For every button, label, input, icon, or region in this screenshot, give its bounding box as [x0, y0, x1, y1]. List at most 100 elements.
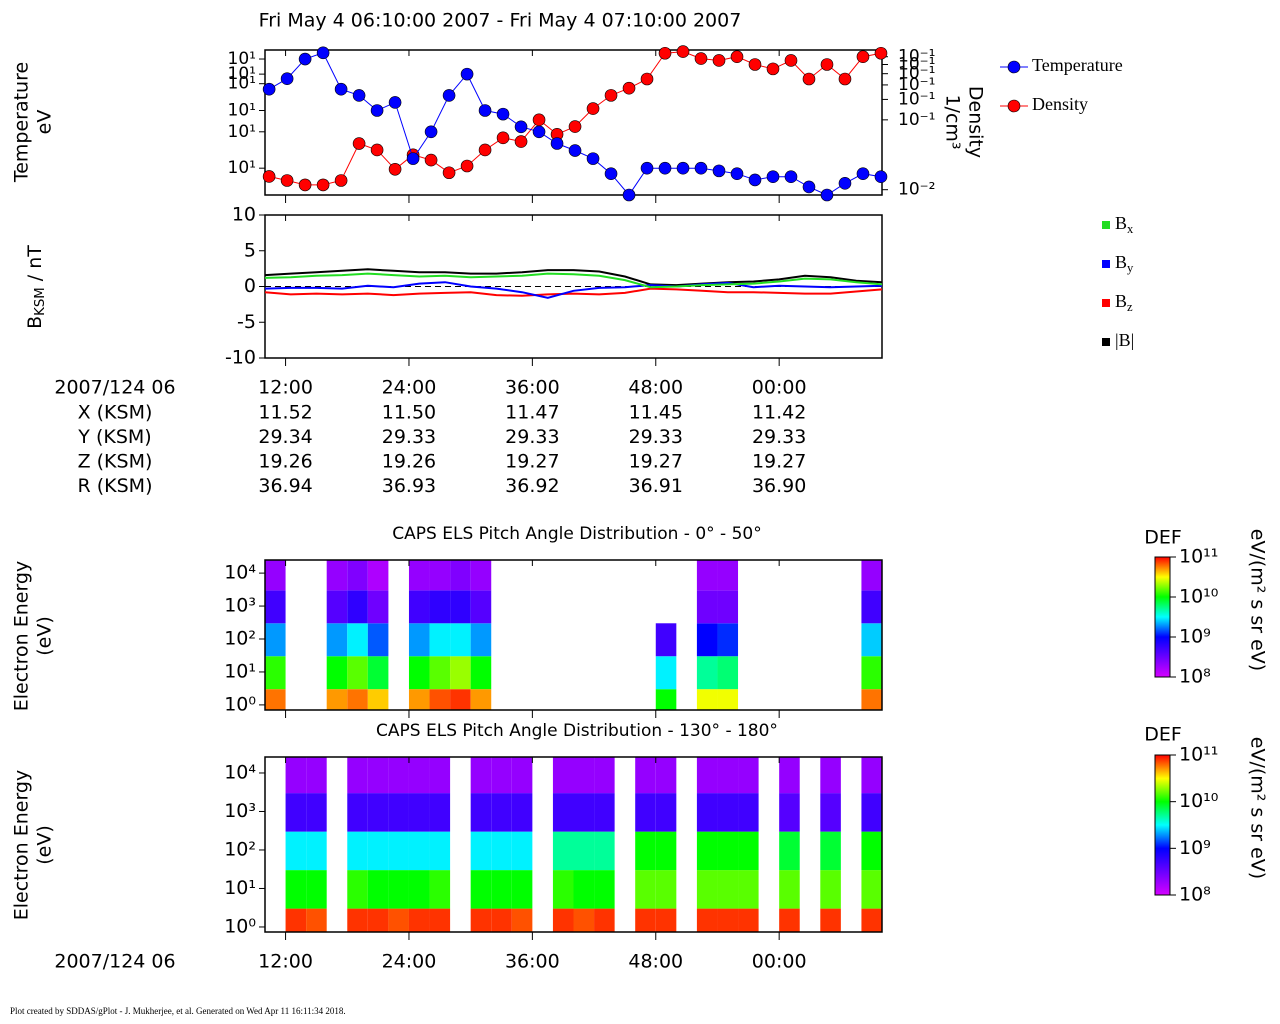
y-tick-label: 10¹	[224, 660, 256, 682]
ephemeris-value: 11.52	[258, 402, 312, 424]
y-axis-label: Temperature	[11, 62, 33, 183]
y-tick-label: 10²	[224, 838, 256, 860]
data-point	[802, 72, 816, 86]
data-point	[442, 89, 456, 102]
series-line	[264, 281, 883, 299]
heatmap-cell	[367, 590, 389, 624]
heatmap-cell	[655, 793, 677, 832]
legend-label: By	[1115, 252, 1134, 275]
heatmap-cell	[470, 757, 492, 794]
y2-tick-label: 10⁻¹	[898, 75, 935, 95]
heatmap-cell	[635, 831, 656, 871]
heatmap-cell	[326, 590, 348, 624]
colorbar-units: eV/(m² s sr eV)	[1247, 737, 1269, 879]
data-point	[658, 46, 672, 60]
colorbar-tick-label: 10¹¹	[1179, 546, 1218, 568]
heatmap-cell	[347, 623, 368, 657]
ephemeris-label: R (KSM)	[78, 475, 153, 497]
heatmap-cell	[367, 831, 389, 871]
data-point	[514, 135, 528, 148]
data-point	[586, 102, 600, 115]
data-point	[316, 178, 330, 192]
y-axis-label: (eV)	[34, 825, 56, 865]
heatmap-cell	[429, 757, 451, 794]
heatmap-cell	[635, 870, 656, 909]
heatmap-cell	[820, 757, 841, 794]
heatmap-cell	[635, 908, 656, 932]
data-point	[496, 107, 510, 121]
y-axis-label: BKSM / nT	[24, 245, 49, 329]
data-point	[838, 72, 852, 86]
colorbar	[1154, 754, 1171, 896]
x-tick-label: 00:00	[752, 951, 807, 973]
data-point	[694, 161, 708, 175]
data-point	[748, 173, 762, 187]
legend-marker	[1007, 60, 1021, 74]
heatmap-cell	[696, 623, 718, 657]
heatmap-cell	[450, 623, 471, 657]
heatmap-cell	[347, 590, 368, 624]
heatmap-cell	[326, 560, 348, 591]
heatmap-cell	[861, 870, 882, 909]
y2-tick-label: 10⁻²	[898, 180, 935, 200]
heatmap-cell	[594, 908, 615, 932]
ephemeris-value: 29.33	[629, 426, 683, 448]
heatmap-cell	[470, 656, 492, 690]
data-point	[640, 72, 654, 86]
data-point	[820, 188, 834, 202]
heatmap-cell	[429, 560, 451, 591]
y-axis-label: Electron Energy	[11, 770, 33, 921]
ephemeris-value: 19.27	[752, 451, 806, 473]
data-point	[334, 174, 348, 187]
ephemeris-value: 29.33	[752, 426, 806, 448]
heatmap-cell	[470, 793, 492, 832]
data-point	[712, 54, 726, 67]
y-tick-label: 10¹	[228, 64, 256, 84]
legend-label: Bz	[1115, 291, 1133, 314]
heatmap-cell	[388, 793, 409, 832]
heatmap-cell	[717, 656, 739, 690]
heatmap-cell	[738, 757, 759, 794]
data-point	[352, 89, 366, 102]
ephemeris-label: Y (KSM)	[77, 426, 151, 448]
heatmap-cell	[388, 870, 409, 909]
y-tick-label: -5	[237, 311, 256, 333]
heatmap-cell	[573, 870, 595, 909]
data-point	[874, 46, 888, 60]
series-line	[264, 272, 883, 289]
heatmap-cell	[511, 870, 533, 909]
colorbar-tick-label: 10⁹	[1179, 837, 1211, 859]
data-point	[712, 164, 726, 178]
heatmap-cell	[450, 560, 471, 591]
data-point	[280, 72, 294, 85]
y-tick-label: 10	[232, 204, 256, 226]
heatmap-cell	[779, 793, 800, 832]
heatmap-cell	[717, 908, 739, 932]
heatmap-cell	[552, 831, 574, 871]
y-tick-label: 10⁰	[224, 693, 256, 715]
data-point	[406, 152, 420, 165]
heatmap-cell	[738, 870, 759, 909]
heatmap-cell	[511, 757, 533, 794]
heatmap-cell	[552, 908, 574, 932]
colorbar-units: eV/(m² s sr eV)	[1247, 529, 1269, 671]
y-tick-label: 10¹	[224, 877, 256, 899]
data-point	[424, 153, 438, 167]
heatmap-cell	[738, 831, 759, 871]
ephemeris-value: 19.26	[258, 451, 312, 473]
heatmap-cell	[820, 908, 841, 932]
heatmap-cell	[635, 757, 656, 794]
heatmap-cell	[265, 656, 286, 690]
x-tick-label: 24:00	[382, 951, 437, 973]
heatmap-cell	[738, 908, 759, 932]
heatmap-cell	[861, 793, 882, 832]
y-tick-label: 10²	[224, 628, 256, 650]
colorbar-tick-label: 10⁹	[1179, 626, 1211, 648]
ephemeris-label: Z (KSM)	[78, 451, 153, 473]
heatmap-cell	[429, 656, 451, 690]
plot-frame	[264, 756, 883, 933]
y-tick-label: 10³	[224, 800, 256, 822]
colorbar-tick-label: 10⁸	[1179, 666, 1211, 688]
ephemeris-value: 19.27	[505, 451, 559, 473]
heatmap-cell	[779, 908, 800, 932]
